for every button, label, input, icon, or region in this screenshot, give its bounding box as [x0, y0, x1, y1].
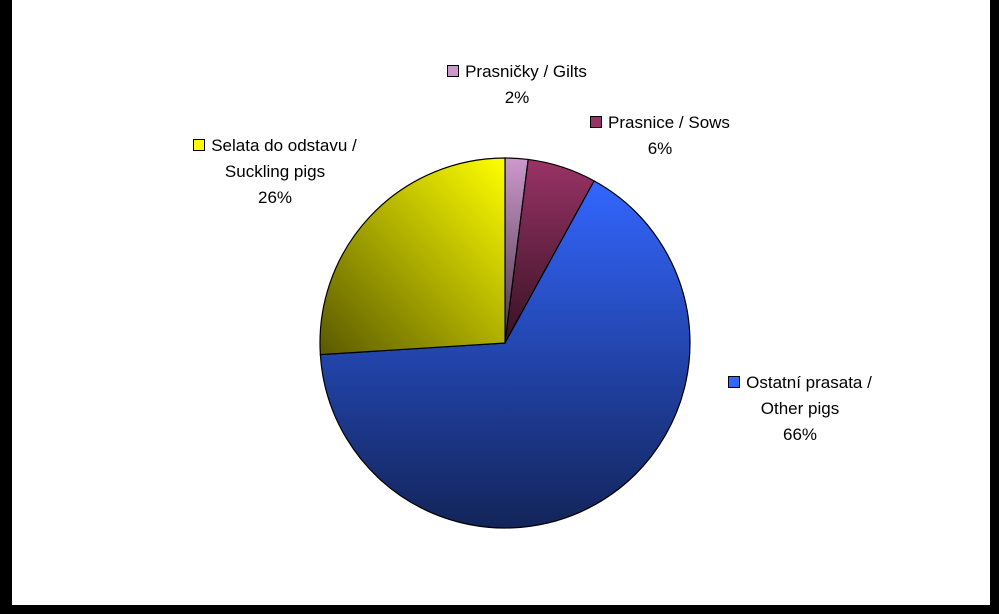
legend-key — [590, 116, 603, 128]
value-label: 2% — [504, 88, 530, 107]
data-label: Selata do odstavu / Suckling pigs 26% — [170, 133, 380, 211]
value-label: 66% — [782, 425, 818, 444]
pie-slice — [319, 180, 691, 529]
legend-key — [193, 139, 206, 151]
category-label: Prasnice / Sows — [608, 113, 730, 132]
category-label: Ostatní prasata / Other pigs — [746, 373, 872, 418]
value-label: 26% — [257, 188, 293, 207]
legend-key — [447, 65, 460, 77]
category-label: Selata do odstavu / Suckling pigs — [211, 136, 357, 181]
category-label: Prasničky / Gilts — [465, 62, 587, 81]
data-label: Prasnice / Sows 6% — [560, 110, 760, 162]
value-label: 6% — [647, 139, 673, 158]
pie-slice — [319, 157, 506, 356]
data-label: Prasničky / Gilts 2% — [417, 59, 617, 111]
legend-key — [728, 376, 741, 388]
data-label: Ostatní prasata / Other pigs 66% — [705, 370, 895, 448]
